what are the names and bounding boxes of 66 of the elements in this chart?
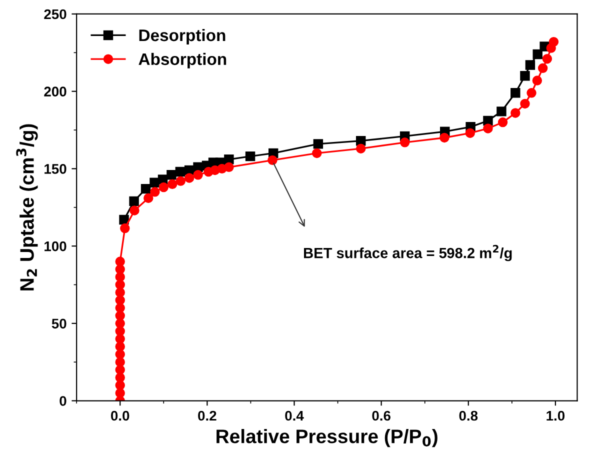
y-tick-label: 250 [44,9,66,20]
point [312,148,322,158]
point [130,206,140,216]
point [465,128,475,138]
point [144,193,154,203]
x-tick-label: 0.0 [111,410,130,421]
point [498,117,508,128]
point [175,166,186,177]
y-tick-label: 50 [52,318,66,329]
point [224,162,234,172]
point [158,182,168,192]
y-tick-label: 100 [44,241,66,252]
point [120,223,130,234]
point [167,179,178,190]
point [115,256,125,266]
point [538,63,548,73]
point [224,154,234,164]
point [525,60,536,70]
point [245,151,256,162]
point [356,144,366,154]
point [400,138,410,148]
point [166,170,176,180]
legend-label: Desorption [139,28,226,45]
point [115,326,125,336]
point [548,36,559,47]
point [115,364,125,375]
point [520,98,530,109]
point [115,357,125,367]
y-tick-label: 200 [44,86,66,97]
point [115,380,125,390]
point [483,124,493,134]
point [140,184,151,194]
point [119,214,129,225]
x-tick-label: 0.6 [372,410,390,421]
annotation: BET surface area = 598.2 m$^{2}$/g [304,244,512,262]
point [150,178,160,188]
point [184,173,194,183]
point [510,108,520,118]
x-tick-label: 0.2 [198,410,216,421]
point [176,176,186,186]
x-tick-label: 1.0 [546,410,565,421]
point [268,155,278,166]
point [115,295,125,306]
y-axis-title: N$_{2}$ Uptake (cm$^{3}$/g) [16,124,38,290]
point [496,106,506,116]
point [150,187,160,197]
point [129,196,139,206]
x-tick-label: 0.8 [459,410,478,421]
x-axis-title: Relative Pressure (P/P$_{0}$) [216,428,438,448]
y-tick-label: 150 [44,164,66,174]
point [510,88,520,98]
legend-label: Absorption [138,52,226,68]
point [115,280,125,290]
point [526,88,536,98]
point [520,71,530,81]
point [193,170,203,180]
point [483,116,493,126]
point [532,76,542,86]
point [532,49,542,60]
point [440,132,450,143]
point [313,139,324,149]
y-tick-label: 0 [60,396,66,406]
point [542,54,552,64]
point [115,310,125,321]
point [115,264,125,274]
x-tick-label: 0.4 [285,410,304,421]
